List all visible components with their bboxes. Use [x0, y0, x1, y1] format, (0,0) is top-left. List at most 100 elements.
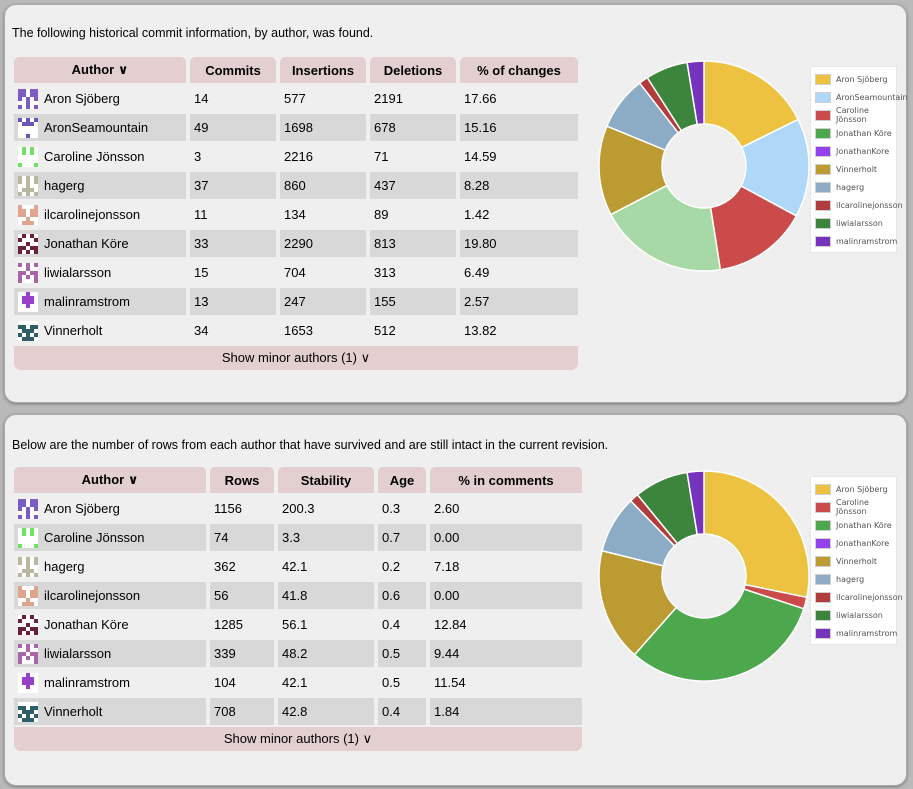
pie-slice[interactable]	[633, 588, 805, 682]
legend-swatch	[815, 163, 831, 175]
cell-stability: 42.8	[278, 698, 374, 725]
pie-slice[interactable]	[686, 60, 705, 126]
legend-swatch	[815, 127, 831, 139]
cell-pct: 17.66	[460, 85, 578, 112]
legend-item: hagerg	[815, 178, 892, 196]
author-name: AronSeamountain	[44, 120, 149, 135]
author-cell: Jonathan Köre	[14, 230, 186, 257]
legend-label: ilcarolinejonsson	[836, 200, 903, 210]
cell-age: 0.3	[378, 495, 426, 522]
cell-pct: 14.59	[460, 143, 578, 170]
avatar-icon	[18, 498, 38, 519]
legend-label: Aron Sjöberg	[836, 74, 888, 84]
legend-swatch	[815, 199, 831, 211]
blame-pie-chart	[598, 470, 810, 682]
table-row: hagerg 362 42.1 0.2 7.18	[14, 553, 582, 580]
blame-col-header-0[interactable]: Author ∨	[14, 467, 206, 493]
author-name: Aron Sjöberg	[44, 91, 120, 106]
table-row: Jonathan Köre 33 2290 813 19.80	[14, 230, 578, 257]
table-row: Jonathan Köre 1285 56.1 0.4 12.84	[14, 611, 582, 638]
author-name: Jonathan Köre	[44, 617, 129, 632]
table-row: ilcarolinejonsson 56 41.8 0.6 0.00	[14, 582, 582, 609]
legend-item: liwialarsson	[815, 606, 892, 624]
cell-pct: 15.16	[460, 114, 578, 141]
author-cell: Jonathan Köre	[14, 611, 206, 638]
avatar-icon	[18, 527, 38, 548]
legend-label: liwialarsson	[836, 610, 883, 620]
cell-pct: 13.82	[460, 317, 578, 344]
cell-rows: 708	[210, 698, 274, 725]
legend-swatch	[815, 145, 831, 157]
pie-slice[interactable]	[703, 470, 810, 599]
changes-panel: The following historical commit informat…	[4, 4, 908, 403]
legend-label: ilcarolinejonsson	[836, 592, 903, 602]
cell-commits: 49	[190, 114, 276, 141]
legend-item: malinramstrom	[815, 232, 897, 250]
blame-table: Author ∨ Rows Stability Age% in comments Ar…	[10, 465, 586, 753]
pie-slice[interactable]	[598, 549, 678, 656]
changes-header-row: Author ∨ Commits Insertions Deletions% of c…	[14, 57, 578, 83]
cell-age: 0.5	[378, 640, 426, 667]
author-name: hagerg	[44, 178, 85, 193]
cell-insertions: 577	[280, 85, 366, 112]
table-row: liwialarsson 15 704 313 6.49	[14, 259, 578, 286]
cell-deletions: 813	[370, 230, 456, 257]
pie-slice[interactable]	[609, 184, 722, 272]
legend-item: Caroline Jönsson	[815, 498, 892, 516]
show-minor-authors-button[interactable]: Show minor authors (1) ∨	[14, 346, 578, 370]
author-name: Vinnerholt	[44, 323, 103, 338]
cell-pct: 1.42	[460, 201, 578, 228]
cell-age: 0.5	[378, 669, 426, 696]
author-name: ilcarolinejonsson	[44, 207, 141, 222]
pie-slice[interactable]	[686, 470, 705, 536]
blame-legend: Aron Sjöberg Caroline Jönsson Jonathan Kör…	[810, 476, 903, 645]
cell-rows: 1156	[210, 495, 274, 522]
changes-col-header-0[interactable]: Author ∨	[14, 57, 186, 83]
legend-item: Aron Sjöberg	[815, 480, 892, 498]
legend-label: Jonathan Köre	[836, 520, 892, 530]
legend-label: Caroline Jönsson	[836, 106, 869, 124]
legend-item: Caroline Jönsson	[815, 106, 892, 124]
legend-label: Vinnerholt	[836, 164, 878, 174]
cell-commits: 11	[190, 201, 276, 228]
legend-item: liwialarsson	[815, 214, 892, 232]
blame-col-header-3: Age	[378, 467, 426, 493]
author-name: Aron Sjöberg	[44, 501, 120, 516]
cell-pct: 2.60	[430, 495, 582, 522]
cell-age: 0.6	[378, 582, 426, 609]
legend-label: malinramstrom	[836, 628, 898, 638]
author-cell: Aron Sjöberg	[14, 85, 186, 112]
cell-pct: 0.00	[430, 582, 582, 609]
cell-rows: 362	[210, 553, 274, 580]
cell-pct: 2.57	[460, 288, 578, 315]
legend-swatch	[815, 555, 831, 567]
cell-commits: 37	[190, 172, 276, 199]
show-minor-authors-button[interactable]: Show minor authors (1) ∨	[14, 727, 582, 751]
cell-pct: 8.28	[460, 172, 578, 199]
legend-label: hagerg	[836, 182, 865, 192]
legend-label: liwialarsson	[836, 218, 883, 228]
legend-item: ilcarolinejonsson	[815, 196, 903, 214]
cell-insertions: 2290	[280, 230, 366, 257]
legend-item: AronSeamountain	[815, 88, 908, 106]
cell-commits: 13	[190, 288, 276, 315]
legend-swatch	[815, 73, 831, 85]
legend-swatch	[815, 609, 831, 621]
author-name: Vinnerholt	[44, 704, 103, 719]
legend-item: Vinnerholt	[815, 552, 892, 570]
author-name: liwialarsson	[44, 646, 112, 661]
pie-slice[interactable]	[703, 60, 800, 149]
blame-header-row: Author ∨ Rows Stability Age% in comments	[14, 467, 582, 493]
cell-stability: 42.1	[278, 669, 374, 696]
avatar-icon	[18, 117, 38, 138]
legend-item: Jonathan Köre	[815, 124, 892, 142]
author-cell: Vinnerholt	[14, 317, 186, 344]
cell-commits: 34	[190, 317, 276, 344]
blame-panel: Below are the number of rows from each a…	[4, 414, 907, 786]
author-name: Jonathan Köre	[44, 236, 129, 251]
changes-pie-chart	[598, 60, 810, 272]
legend-label: JonathanKore	[836, 538, 890, 548]
cell-deletions: 2191	[370, 85, 456, 112]
changes-intro: The following historical commit informat…	[12, 26, 374, 40]
table-row: AronSeamountain 49 1698 678 15.16	[14, 114, 578, 141]
